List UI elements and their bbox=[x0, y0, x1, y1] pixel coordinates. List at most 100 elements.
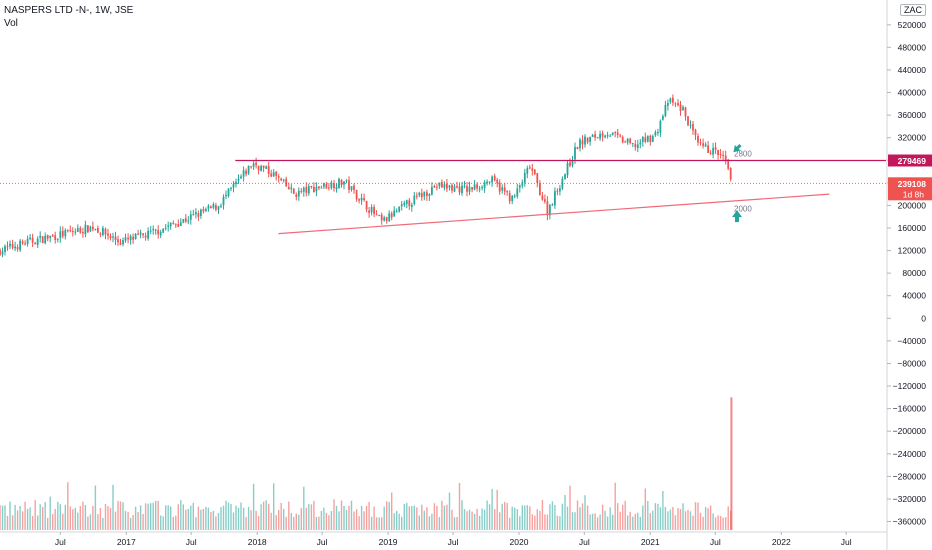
volume-bar bbox=[509, 517, 511, 530]
volume-bar bbox=[165, 505, 167, 530]
candle-body bbox=[561, 178, 564, 189]
volume-bar bbox=[559, 516, 561, 530]
candle-body bbox=[626, 138, 629, 143]
volume-bar bbox=[561, 503, 564, 530]
volume-bar bbox=[19, 506, 21, 530]
candle-body bbox=[189, 214, 192, 220]
candle-body bbox=[142, 233, 144, 236]
price-tick-label: −200000 bbox=[893, 426, 927, 436]
candle-body bbox=[345, 180, 348, 182]
candle-body bbox=[353, 185, 355, 190]
price-tick-label: 120000 bbox=[898, 246, 927, 256]
volume-bar bbox=[185, 509, 187, 530]
volume-bar bbox=[541, 499, 544, 530]
candle-body bbox=[76, 228, 79, 232]
candle-body bbox=[473, 184, 476, 190]
volume-bar bbox=[92, 505, 94, 530]
volume-bar bbox=[112, 484, 114, 530]
candle-body bbox=[576, 147, 579, 150]
candle-body bbox=[287, 186, 290, 190]
candle-body bbox=[699, 142, 702, 144]
volume-bar bbox=[496, 489, 498, 530]
volume-bar bbox=[84, 505, 87, 530]
candle-body bbox=[614, 132, 617, 133]
candle-body bbox=[634, 144, 637, 148]
volume-bar bbox=[207, 507, 210, 530]
candle-body bbox=[144, 235, 147, 238]
volume-bar bbox=[604, 510, 606, 530]
candle-body bbox=[722, 155, 724, 156]
candle-body bbox=[41, 236, 44, 244]
volume-bar bbox=[418, 515, 420, 530]
volume-bar bbox=[323, 507, 325, 530]
candle-body bbox=[415, 195, 418, 197]
volume-bar bbox=[300, 508, 302, 530]
volume-bar bbox=[62, 513, 64, 530]
volume-bar bbox=[612, 514, 614, 530]
candle-body bbox=[408, 200, 411, 207]
candle-body bbox=[689, 124, 692, 126]
candle-body bbox=[260, 166, 262, 171]
volume-bar bbox=[273, 483, 275, 530]
candle-body bbox=[1, 251, 4, 255]
candle-body bbox=[571, 160, 574, 166]
candle-body bbox=[659, 120, 662, 133]
candle-body bbox=[518, 185, 521, 188]
candle-body bbox=[493, 175, 496, 181]
volume-bar bbox=[343, 505, 345, 530]
candle-body bbox=[506, 190, 509, 193]
candle-body bbox=[453, 186, 456, 192]
volume-bar bbox=[67, 482, 69, 530]
volume-bar bbox=[235, 505, 237, 530]
volume-bar bbox=[576, 500, 579, 530]
volume-bar bbox=[672, 507, 674, 530]
volume-bar bbox=[634, 513, 636, 530]
candle-body bbox=[390, 213, 393, 218]
volume-bar bbox=[29, 507, 31, 530]
candle-body bbox=[471, 187, 473, 190]
candle-body bbox=[250, 166, 252, 168]
volume-bar bbox=[160, 515, 162, 530]
candle-body bbox=[71, 231, 74, 232]
candle-body bbox=[674, 103, 677, 105]
time-tick-label: 2019 bbox=[379, 537, 398, 547]
candle-body bbox=[667, 103, 669, 106]
volume-bar bbox=[709, 505, 712, 530]
candle-body bbox=[729, 168, 732, 180]
volume-bar bbox=[24, 501, 26, 530]
volume-bar bbox=[54, 509, 56, 530]
candle-body bbox=[240, 176, 242, 179]
time-tick-label: Jul bbox=[448, 537, 459, 547]
candle-body bbox=[323, 183, 325, 187]
candle-body bbox=[225, 195, 227, 197]
candle-body bbox=[564, 174, 566, 179]
candle-body bbox=[172, 222, 175, 224]
volume-bar bbox=[719, 516, 722, 530]
candle-body bbox=[64, 230, 67, 237]
candle-body bbox=[129, 235, 132, 240]
time-tick-label: Jul bbox=[55, 537, 66, 547]
volume-bar bbox=[370, 516, 373, 530]
volume-bar bbox=[451, 509, 453, 530]
volume-bar bbox=[664, 507, 667, 530]
volume-bar bbox=[659, 507, 662, 530]
candle-body bbox=[132, 237, 134, 240]
candle-body bbox=[227, 188, 230, 197]
price-tick-label: −360000 bbox=[893, 517, 927, 527]
candle-body bbox=[270, 173, 273, 177]
candle-body bbox=[438, 182, 441, 187]
candle-body bbox=[232, 184, 235, 188]
time-tick-label: 2022 bbox=[772, 537, 791, 547]
volume-bar bbox=[89, 514, 92, 530]
candle-body bbox=[252, 163, 255, 167]
candle-body bbox=[277, 176, 280, 178]
volume-bar bbox=[674, 515, 677, 530]
candle-body bbox=[197, 213, 200, 217]
candle-body bbox=[61, 230, 64, 237]
volume-bar bbox=[617, 503, 619, 530]
volume-bar bbox=[308, 504, 310, 530]
volume-bar bbox=[624, 500, 626, 530]
volume-bar bbox=[544, 514, 546, 530]
currency-badge[interactable]: ZAC bbox=[900, 4, 926, 16]
